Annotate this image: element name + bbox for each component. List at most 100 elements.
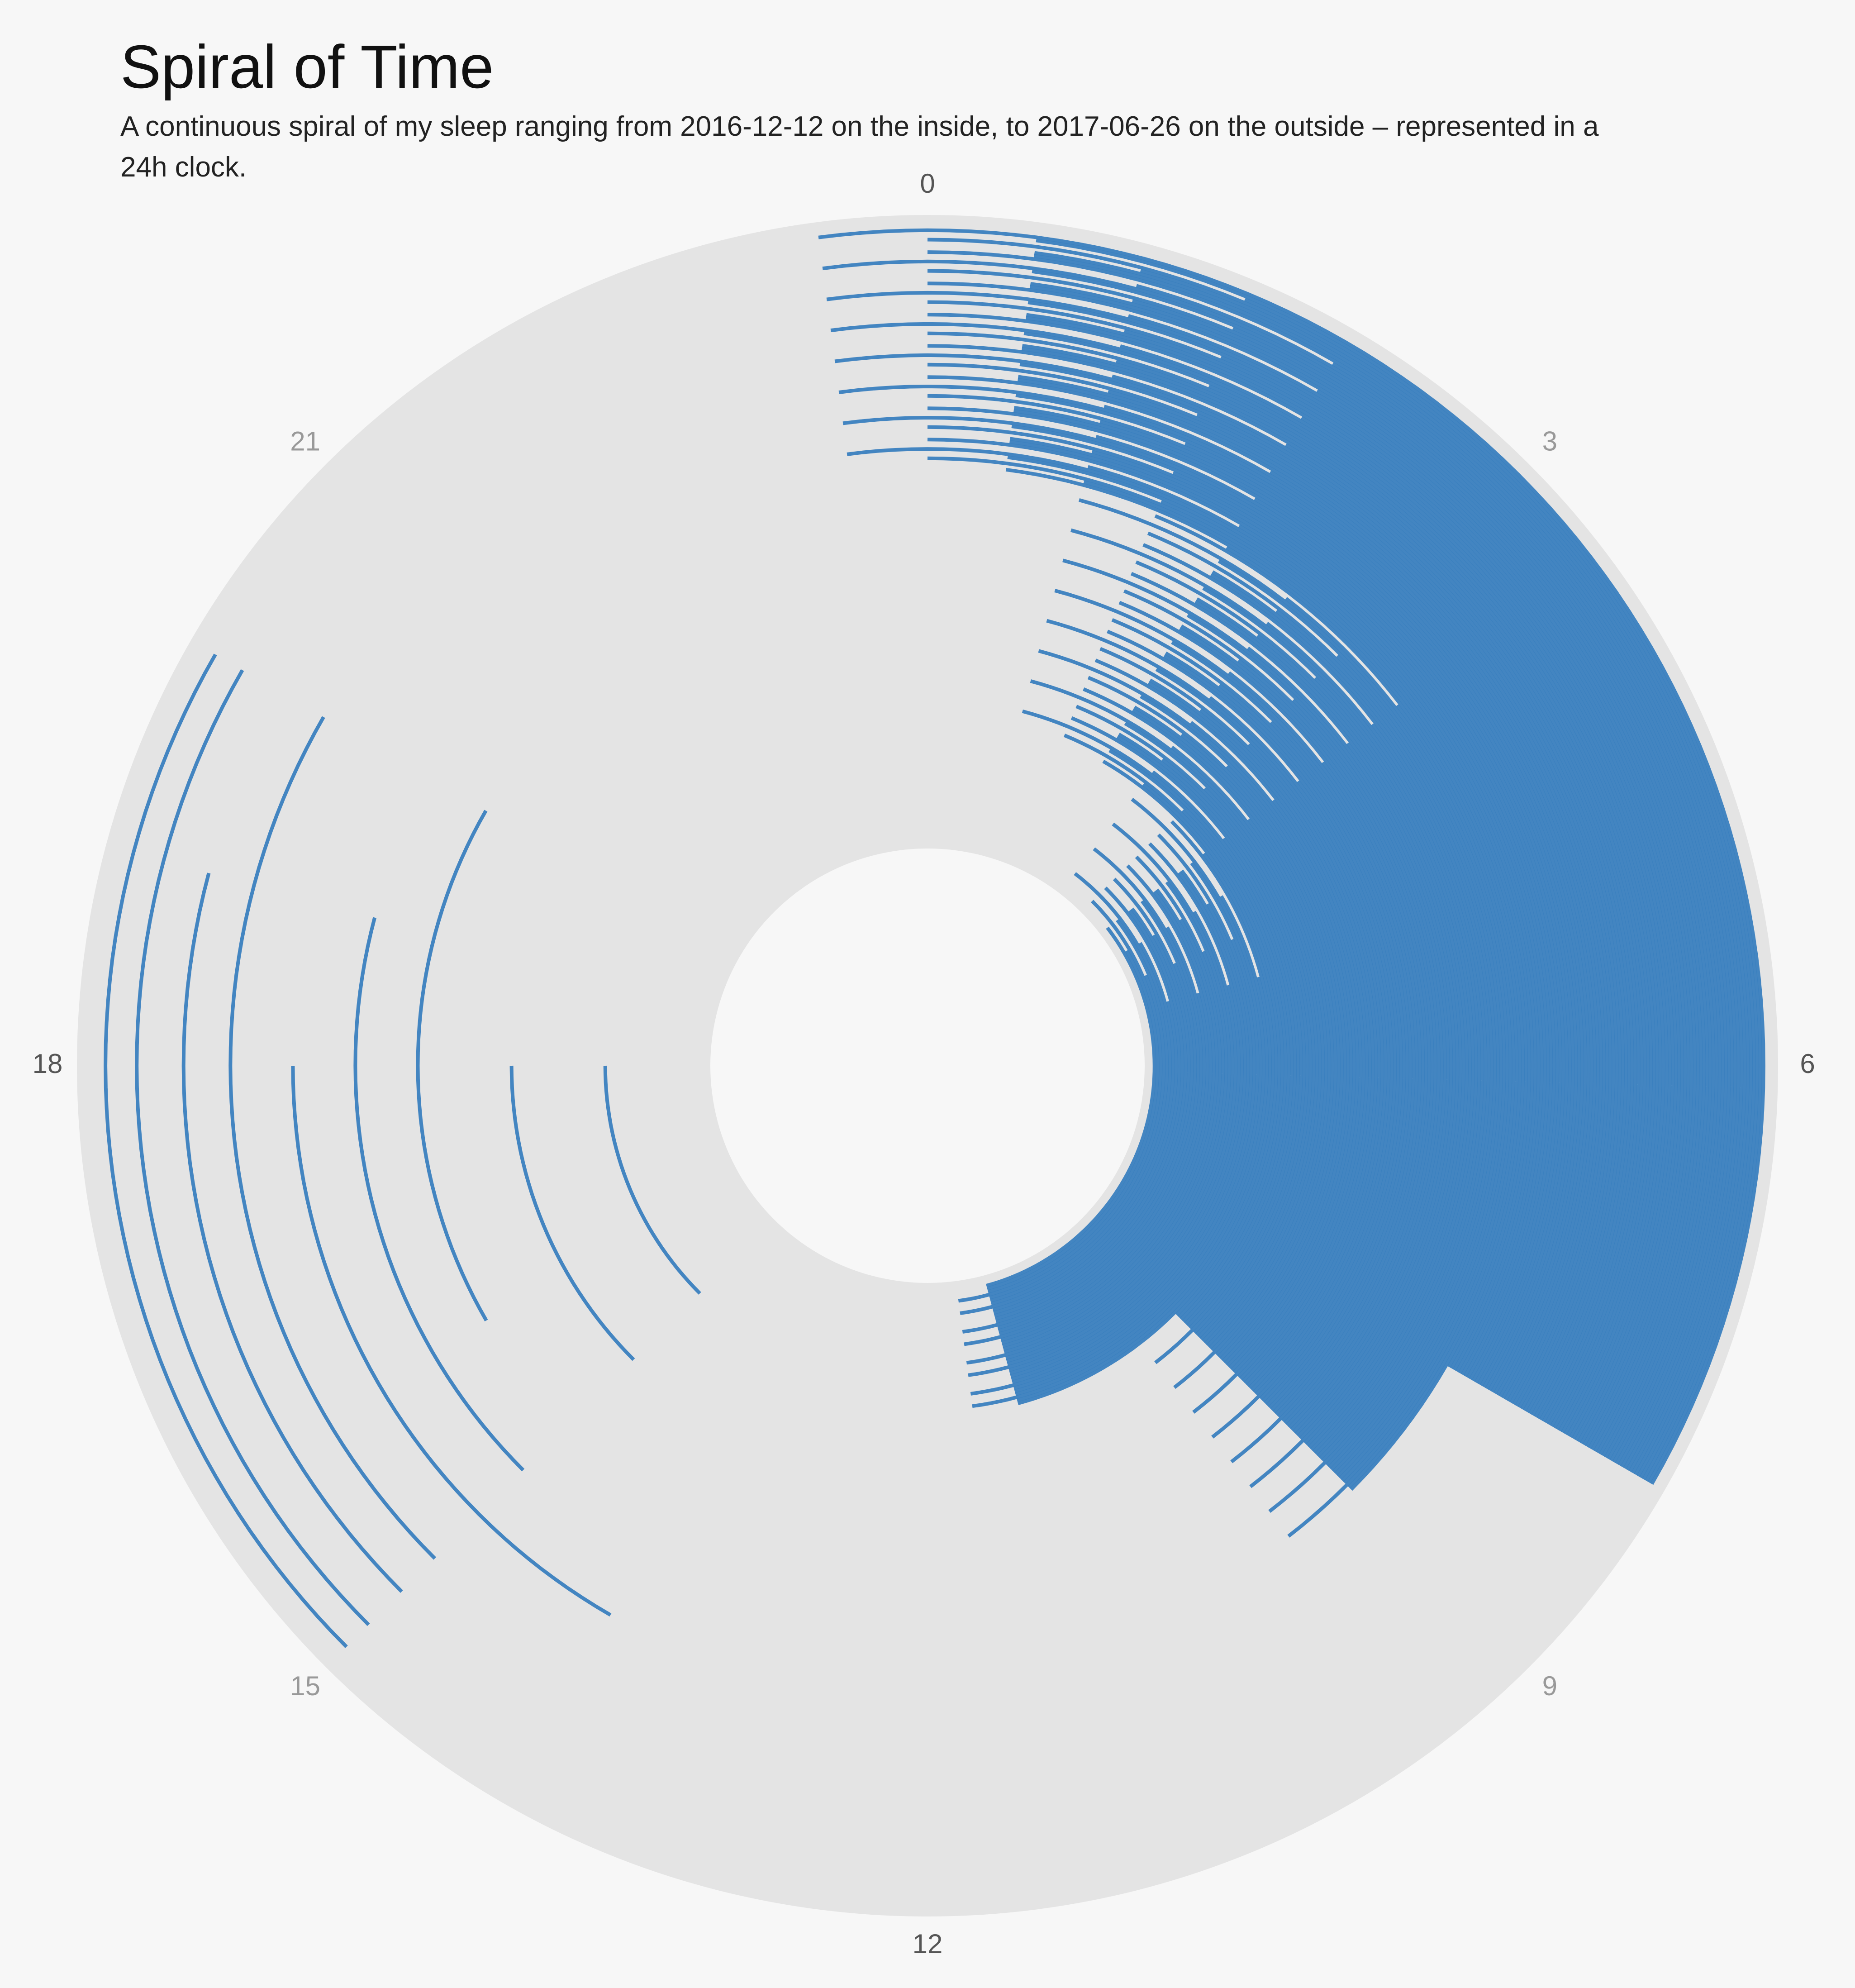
sleep-arc (1232, 326, 1728, 1466)
sleep-arc (1017, 852, 1279, 1405)
sleep-arc (1269, 470, 1616, 1410)
sleep-arc (1012, 833, 1256, 1384)
chart-title: Spiral of Time (120, 33, 494, 101)
sleep-arc (1009, 440, 1560, 1382)
sleep-arc (1120, 344, 1675, 1440)
sleep-arc (987, 900, 1163, 1294)
sleep-arc (1254, 497, 1584, 1394)
sleep-arc (353, 917, 525, 1472)
sleep-arc (1196, 597, 1469, 1449)
sleep-arc (927, 362, 1631, 1418)
sleep-arc (1123, 589, 1444, 1431)
sleep-arc (1208, 384, 1666, 1435)
sleep-arc (927, 406, 1588, 1396)
sleep-arc (1244, 298, 1760, 1482)
sleep-arc (1002, 888, 1219, 1348)
sleep-arc (1203, 787, 1322, 1345)
sleep-arc (994, 907, 1188, 1318)
sleep-arc (986, 926, 1156, 1287)
sleep-arc (995, 877, 1194, 1324)
sleep-arc (927, 344, 1650, 1427)
sleep-arc (1218, 683, 1409, 1407)
sleep-arc (927, 425, 1569, 1387)
sleep-arc (1007, 911, 1238, 1366)
sleep-arc (1004, 855, 1225, 1354)
sleep-arc (1034, 254, 1747, 1476)
sleep-arc (181, 872, 403, 1593)
sleep-arc (1003, 918, 1222, 1351)
sleep-arc (1118, 601, 1432, 1422)
sleep-arc (1225, 546, 1528, 1491)
sleep-arc (1199, 708, 1378, 1385)
clock-tick-label: 15 (290, 1671, 320, 1701)
sleep-arc (1013, 409, 1591, 1397)
sleep-arc (1170, 745, 1332, 1352)
chart-subtitle: A continuous spiral of my sleep ranging … (120, 111, 1599, 183)
sleep-arc (1087, 676, 1350, 1365)
sleep-arc (1022, 347, 1653, 1429)
clock-tick-label: 21 (290, 426, 320, 457)
sleep-arc (1189, 721, 1363, 1374)
sleep-arc (1332, 362, 1741, 1473)
sleep-arc (135, 669, 370, 1626)
sleep-arc (1196, 413, 1635, 1420)
sleep-arc (970, 939, 1260, 1396)
sleep-arc (1265, 622, 1488, 1462)
sleep-arc (997, 900, 1200, 1330)
sleep-arc (1015, 393, 1606, 1406)
sleep-arc (1147, 681, 1372, 1380)
sleep-arc (1013, 862, 1263, 1390)
sleep-arc (1006, 822, 1235, 1363)
sleep-arc (1142, 783, 1284, 1319)
sleep-arc (1022, 709, 1297, 1327)
sleep-arc (1013, 405, 1594, 1399)
sleep-arc (1011, 903, 1253, 1381)
sleep-arc (509, 1065, 635, 1361)
sleep-arc (1112, 374, 1644, 1424)
sleep-arc (1070, 528, 1484, 1460)
sleep-arc (291, 1065, 612, 1617)
sleep-arc (1161, 758, 1316, 1341)
sleep-arc (1034, 251, 1750, 1477)
sleep-arc (1095, 435, 1581, 1393)
sleep-arc (927, 269, 1725, 1465)
sleep-arc (1000, 864, 1213, 1342)
sleep-arc (104, 653, 348, 1648)
sleep-arc (1173, 818, 1335, 1389)
sleep-arc (1136, 284, 1737, 1471)
sleep-arc (1022, 344, 1656, 1430)
sleep-arc (1130, 572, 1463, 1445)
sleep-arc (1094, 658, 1369, 1378)
sleep-arc (826, 291, 1703, 1454)
sleep-arc (1078, 498, 1516, 1482)
sleep-arc (842, 415, 1578, 1392)
sleep-arc (1316, 389, 1709, 1457)
sleep-arc (1247, 743, 1384, 1389)
sleep-arc (927, 375, 1619, 1411)
sleep-arc (1123, 329, 1691, 1448)
sleep-arc (1151, 770, 1300, 1330)
sleep-arc (1018, 375, 1625, 1415)
sleep-arc (927, 281, 1712, 1459)
clock-tick-label: 6 (1800, 1049, 1815, 1079)
sleep-arc (1099, 647, 1381, 1387)
sleep-arc (1046, 619, 1391, 1394)
sleep-arc (1246, 646, 1456, 1440)
sleep-arc (1142, 543, 1494, 1467)
sleep-arc (1009, 437, 1563, 1383)
sleep-arc (1184, 442, 1603, 1404)
sleep-arc (822, 259, 1734, 1469)
sleep-arc (1026, 313, 1688, 1446)
sleep-arc (1007, 455, 1544, 1374)
sleep-arc (1023, 331, 1669, 1437)
sleep-arc (1062, 558, 1453, 1438)
sleep-arc (1132, 708, 1341, 1359)
sleep-arc (927, 238, 1756, 1480)
sleep-arc (1285, 443, 1647, 1426)
sleep-arc (1140, 695, 1356, 1369)
sleep-arc (1019, 362, 1637, 1421)
sleep-arc (228, 716, 437, 1560)
sleep-arc (1132, 299, 1722, 1463)
sleep-arc (1220, 355, 1697, 1451)
sleep-arc (1210, 573, 1497, 1469)
